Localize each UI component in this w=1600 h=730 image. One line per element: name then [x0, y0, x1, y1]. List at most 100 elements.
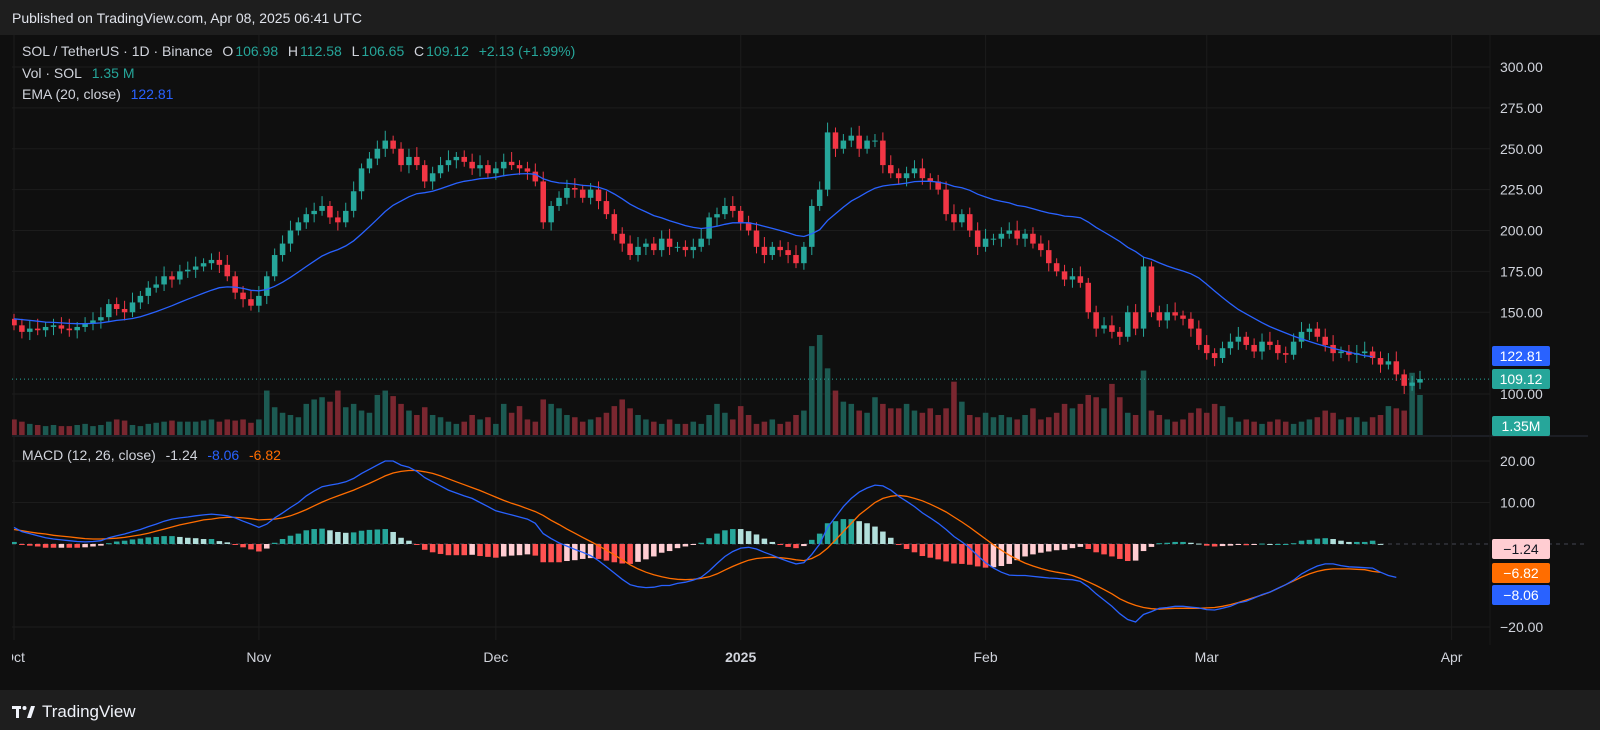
volume-bar: [974, 417, 981, 435]
volume-bar: [461, 421, 468, 435]
volume-bar: [27, 423, 33, 435]
volume-bar: [453, 423, 460, 435]
macd-histogram-bar: [548, 544, 554, 563]
macd-histogram-bar: [248, 544, 254, 550]
macd-histogram-bar: [327, 530, 333, 544]
ema-legend[interactable]: EMA (20, close) 122.81: [22, 86, 175, 102]
macd-histogram-bar: [911, 544, 918, 553]
candle-body: [1243, 336, 1249, 345]
volume-bar: [611, 406, 618, 435]
volume-bar: [263, 390, 270, 435]
macd-histogram-bar: [516, 544, 523, 556]
symbol-label[interactable]: SOL / TetherUS · 1D · Binance: [22, 43, 213, 59]
macd-histogram-bar: [1109, 544, 1115, 557]
macd-histogram-bar: [137, 538, 144, 544]
price-chart-svg[interactable]: 300.00 275.00 250.00 225.00 200.00 175.00 150.…: [3, 35, 1588, 690]
volume-bar: [1006, 417, 1013, 435]
volume-bar: [840, 401, 847, 435]
price-tick-label: 200.00: [1500, 223, 1543, 239]
volume-bar: [508, 412, 515, 435]
macd-histogram-bar: [500, 544, 507, 557]
macd-histogram-bar: [169, 536, 175, 544]
macd-histogram-bar: [1243, 544, 1249, 546]
volume-bar: [745, 415, 752, 435]
macd-histogram-bar: [177, 536, 183, 544]
macd-histogram-bar: [414, 544, 420, 545]
brand[interactable]: TradingView: [12, 702, 136, 722]
volume-bar: [1417, 395, 1423, 435]
candle-body: [682, 246, 689, 251]
candle-body: [224, 264, 231, 277]
volume-bar: [1346, 417, 1352, 435]
macd-histogram-bar: [90, 544, 96, 547]
volume-bar: [200, 420, 207, 435]
candle-body: [935, 181, 941, 190]
macd-signal-tag: −6.82: [1492, 563, 1550, 583]
volume-bar: [1330, 412, 1336, 435]
macd-histogram-bar: [374, 529, 381, 544]
candle-body: [311, 210, 317, 215]
macd-legend[interactable]: MACD (12, 26, close) -1.24 -8.06 -6.82: [22, 447, 283, 463]
candle-body: [974, 230, 981, 247]
candle-body: [1006, 230, 1013, 234]
candle-body: [374, 148, 381, 159]
close-label: C: [414, 43, 425, 59]
macd-line-value: -8.06: [207, 447, 240, 463]
candle-body: [603, 201, 610, 215]
macd-histogram-bar: [966, 544, 973, 565]
volume-bar: [651, 421, 657, 435]
candle-body: [1346, 351, 1352, 355]
time-tick-label: Apr: [1441, 649, 1463, 665]
volume-bar: [1219, 406, 1226, 435]
volume-bar: [311, 399, 317, 435]
candle-body: [50, 325, 57, 327]
volume-bar: [1030, 408, 1036, 435]
candle-body: [658, 238, 665, 251]
volume-bar: [421, 407, 428, 435]
volume-bar: [1267, 421, 1273, 435]
ema-value: 122.81: [130, 86, 174, 102]
candle-body: [1180, 315, 1186, 319]
candle-body: [1227, 341, 1234, 349]
published-notice: Published on TradingView.com, Apr 08, 20…: [12, 10, 362, 26]
macd-histogram-bar: [809, 539, 815, 544]
macd-histogram-bar: [769, 541, 776, 544]
volume-label: Vol · SOL: [22, 65, 82, 81]
candle-body: [524, 168, 531, 172]
macd-histogram-bar: [1045, 544, 1052, 552]
volume-bar: [1109, 383, 1115, 435]
candle-body: [730, 205, 736, 211]
chart-area[interactable]: 300.00 275.00 250.00 225.00 200.00 175.00 150.…: [3, 35, 1588, 690]
macd-histogram-bar: [690, 544, 697, 545]
macd-histogram-bar: [824, 523, 831, 544]
macd-histogram-bar: [1211, 544, 1218, 547]
candle-body: [761, 246, 768, 256]
volume-legend[interactable]: Vol · SOL 1.35 M: [22, 65, 137, 81]
macd-histogram-bar: [445, 544, 452, 556]
macd-histogram-bar: [1164, 542, 1171, 544]
candle-body: [1069, 276, 1076, 280]
volume-bar: [11, 419, 17, 435]
candle-body: [1148, 266, 1155, 313]
candle-body: [943, 189, 949, 215]
macd-histogram-bar: [903, 544, 910, 549]
candle-body: [177, 271, 183, 280]
volume-bar: [1069, 408, 1076, 435]
volume-bar: [414, 415, 420, 435]
macd-histogram-bar: [1306, 539, 1313, 544]
candle-body: [627, 243, 633, 256]
candle-body: [445, 160, 452, 166]
macd-histogram-bar: [1338, 540, 1344, 544]
candle-body: [611, 214, 618, 234]
volume-bar: [374, 395, 381, 435]
macd-histogram-bar: [192, 538, 199, 544]
macd-histogram-bar: [1156, 543, 1163, 545]
macd-histogram-bar: [1093, 544, 1099, 553]
top-bar: Published on TradingView.com, Apr 08, 20…: [0, 0, 1600, 35]
candle-body: [161, 276, 167, 285]
volume-bar: [998, 415, 1005, 435]
candle-body: [698, 238, 704, 247]
candle-body: [651, 243, 657, 251]
macd-histogram-bar: [1227, 544, 1234, 546]
macd-histogram-bar: [1330, 539, 1336, 544]
